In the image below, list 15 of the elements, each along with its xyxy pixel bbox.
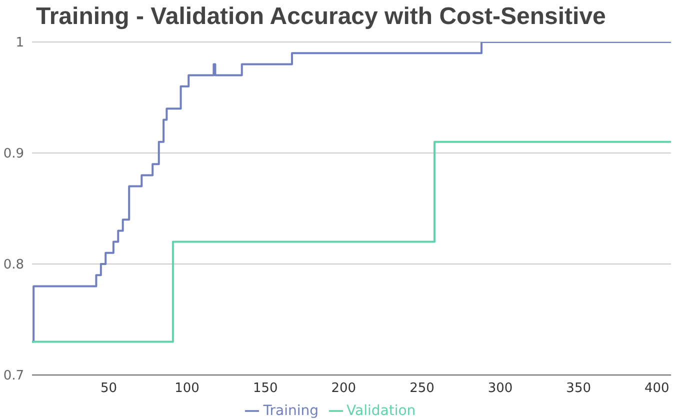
x-tick-label: 100 xyxy=(174,381,200,396)
y-tick-label: 1 xyxy=(16,36,24,51)
x-tick-label: 250 xyxy=(410,381,434,396)
legend-label: Validation xyxy=(346,403,416,419)
chart-title: Training - Validation Accuracy with Cost-Sensitive xyxy=(35,2,607,32)
y-tick-label: 0.9 xyxy=(3,146,24,162)
x-tick-label: 400 xyxy=(644,381,670,396)
x-tick-label: 50 xyxy=(100,381,118,396)
x-tick-label: 350 xyxy=(566,381,592,396)
x-tick-label: 200 xyxy=(331,381,356,396)
y-tick-label: 0.8 xyxy=(3,258,24,273)
x-tick-label: 150 xyxy=(252,381,278,396)
legend-label: Training xyxy=(263,403,319,419)
y-tick-label: 0.7 xyxy=(3,368,24,384)
x-tick-label: 300 xyxy=(488,381,513,396)
